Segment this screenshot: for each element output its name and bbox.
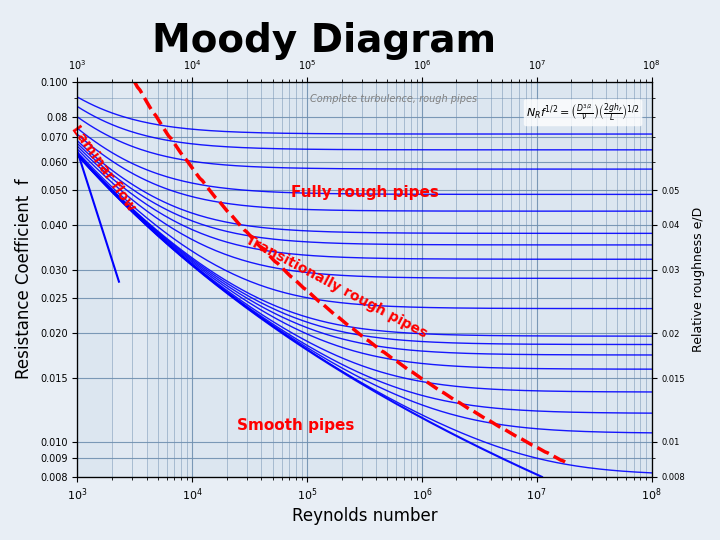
X-axis label: Reynolds number: Reynolds number [292,507,437,525]
Text: Fully rough pipes: Fully rough pipes [291,185,438,200]
Text: Complete turbulence, rough pipes: Complete turbulence, rough pipes [310,93,477,104]
Text: Moody Diagram: Moody Diagram [152,22,496,59]
Bar [112,82,147,476]
Text: Transitionally rough pipes: Transitionally rough pipes [243,233,429,341]
Y-axis label: Resistance Coefficient  f: Resistance Coefficient f [15,179,33,380]
Text: Laminar flow: Laminar flow [68,123,138,214]
Text: Smooth pipes: Smooth pipes [237,417,354,433]
Text: $N_R f^{1/2} = \left(\frac{D^{3/2}}{\nu}\right)\left(\frac{2gh_f}{L}\right)^{1/2: $N_R f^{1/2} = \left(\frac{D^{3/2}}{\nu}… [526,102,640,124]
Y-axis label: Relative roughness e/D: Relative roughness e/D [692,206,705,352]
